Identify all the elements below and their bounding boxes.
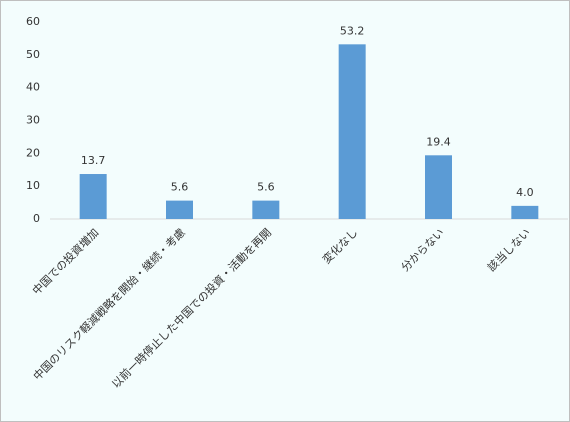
value-label: 4.0 xyxy=(516,186,534,199)
bar xyxy=(425,155,452,219)
value-label: 13.7 xyxy=(81,154,106,167)
y-tick-label: 40 xyxy=(26,81,40,94)
y-tick-label: 20 xyxy=(26,146,40,159)
value-label: 5.6 xyxy=(257,181,275,194)
y-tick-label: 30 xyxy=(26,114,40,127)
value-label: 19.4 xyxy=(426,135,451,148)
y-tick-label: 60 xyxy=(26,15,40,28)
bar xyxy=(338,44,366,220)
value-label: 53.2 xyxy=(340,24,365,37)
value-label: 5.6 xyxy=(171,181,189,194)
y-tick-label: 50 xyxy=(26,48,40,61)
y-tick-label: 10 xyxy=(26,179,40,192)
bar xyxy=(79,174,107,219)
bar xyxy=(511,205,539,219)
y-tick-label: 0 xyxy=(33,212,40,225)
bar xyxy=(252,200,280,219)
bar xyxy=(166,200,193,219)
